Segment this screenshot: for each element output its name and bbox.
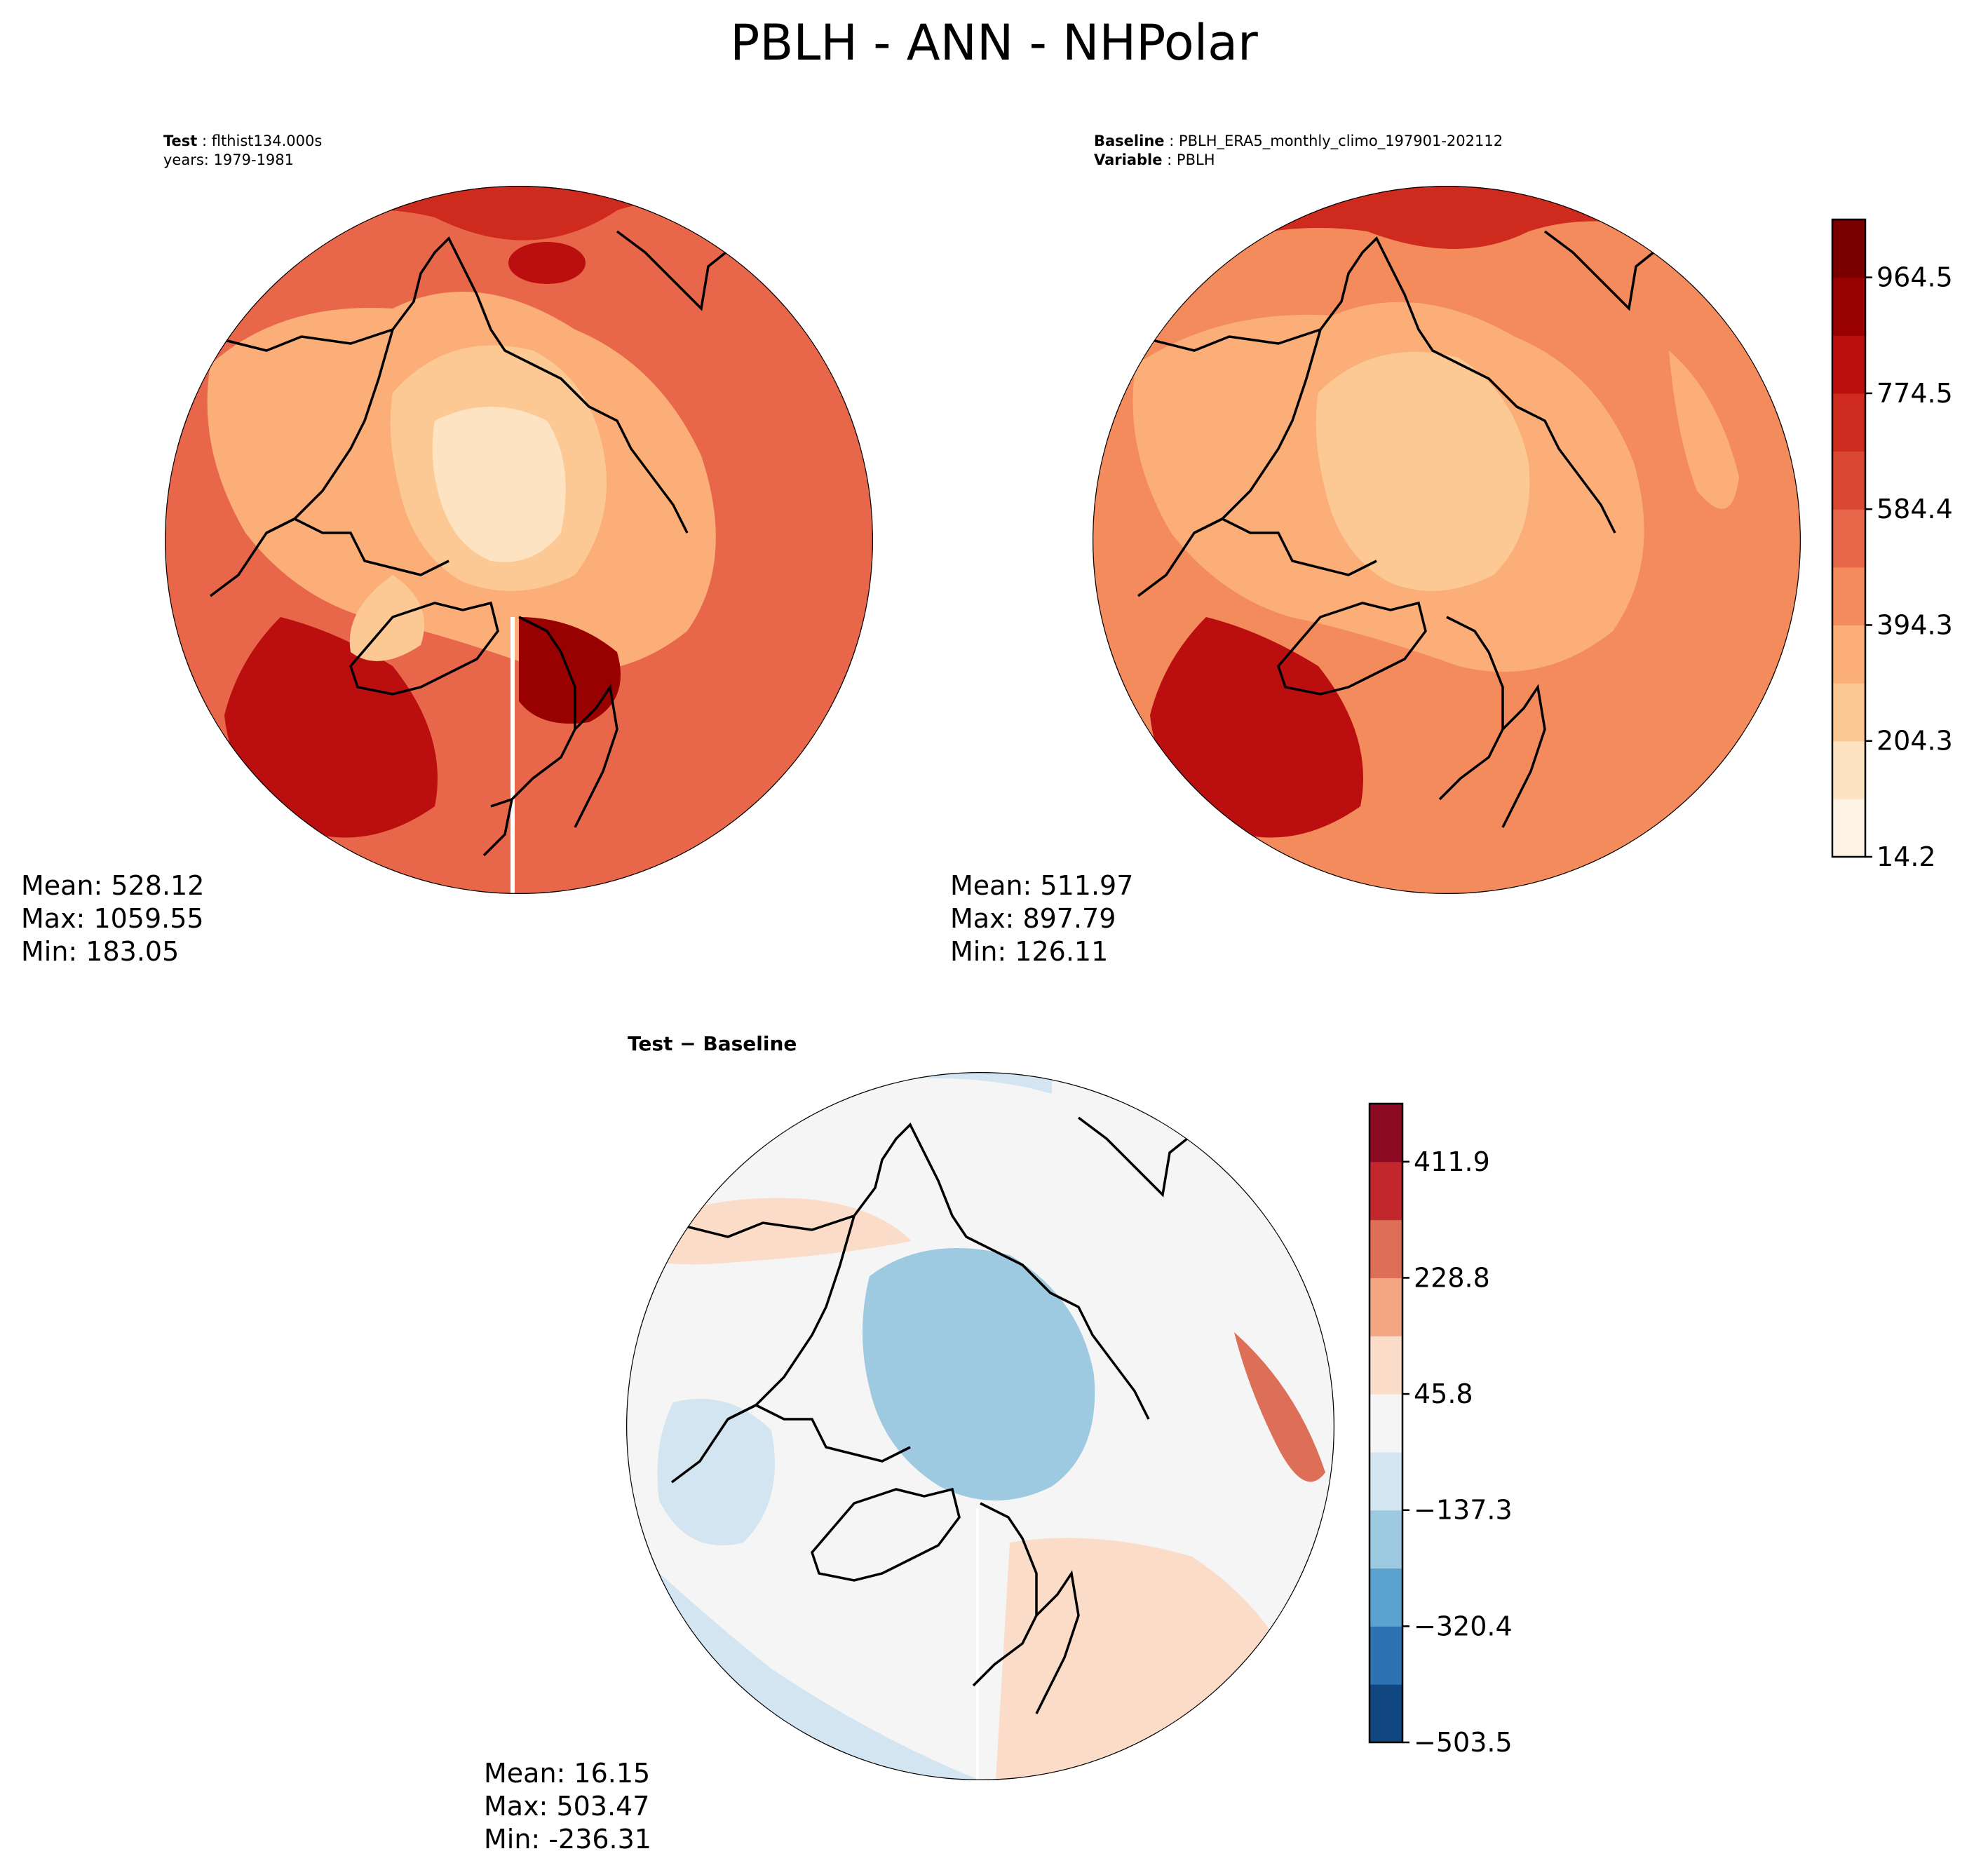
test-field-pacific bbox=[165, 186, 873, 316]
baseline-case-name: PBLH_ERA5_monthly_climo_197901-202112 bbox=[1178, 133, 1503, 149]
figure-title: PBLH - ANN - NHPolar bbox=[730, 14, 1258, 72]
diff-mean: Mean: 16.15 bbox=[484, 1758, 651, 1789]
diff-colorbar-level bbox=[1370, 1104, 1402, 1163]
top-colorbar-level bbox=[1832, 451, 1865, 510]
diff-colorbar-level bbox=[1370, 1394, 1402, 1453]
diff-colorbar-frame bbox=[1368, 1102, 1404, 1744]
test-field-arctic-core bbox=[432, 407, 566, 562]
diff-colorbar-tick-label: −320.4 bbox=[1414, 1611, 1513, 1641]
top-colorbar-tick-label: 204.3 bbox=[1877, 726, 1953, 757]
baseline-max: Max: 897.79 bbox=[950, 903, 1116, 934]
colorbar-diff: −503.5 −320.4 −137.3 45.8 228.8 411.9 bbox=[1368, 1102, 1513, 1758]
test-stats: Mean: 528.12 Max: 1059.55 Min: 183.05 bbox=[21, 869, 204, 968]
top-colorbar-level bbox=[1832, 799, 1865, 858]
baseline-field-tibet bbox=[1669, 351, 1739, 509]
top-colorbar-frame bbox=[1831, 218, 1867, 858]
diff-colorbar-level bbox=[1370, 1278, 1402, 1336]
test-label: Test bbox=[163, 133, 198, 149]
baseline-header: Baseline : PBLH_ERA5_monthly_climo_19790… bbox=[1094, 133, 1503, 168]
top-colorbar-tick-label: 584.4 bbox=[1877, 494, 1953, 524]
test-case-name: flthist134.000s bbox=[211, 133, 323, 149]
baseline-field-atlantic bbox=[1150, 617, 1363, 838]
diff-title: Test − Baseline bbox=[628, 1032, 797, 1055]
top-colorbar-tick-label: 964.5 bbox=[1877, 262, 1953, 293]
baseline-stats: Mean: 511.97 Max: 897.79 Min: 126.11 bbox=[950, 869, 1133, 968]
diff-colorbar-tick-label: −137.3 bbox=[1414, 1495, 1513, 1526]
diff-title-baseline: Baseline bbox=[703, 1032, 797, 1055]
diff-field-arctic-neg bbox=[863, 1248, 1095, 1500]
test-mean: Mean: 528.12 bbox=[21, 870, 205, 901]
test-field-atlantic bbox=[224, 617, 438, 838]
test-seam bbox=[510, 617, 515, 894]
test-field-norwegian bbox=[519, 617, 621, 724]
diff-title-test: Test bbox=[628, 1032, 673, 1055]
baseline-field-pacific bbox=[1094, 186, 1801, 316]
diff-colorbar-tick-label: 45.8 bbox=[1414, 1378, 1473, 1409]
diff-title-minus: − bbox=[679, 1032, 696, 1055]
variable-label: Variable bbox=[1094, 151, 1163, 168]
top-colorbar-level bbox=[1832, 509, 1865, 568]
diff-map bbox=[626, 1072, 1334, 1780]
diff-colorbar-tick-label: −503.5 bbox=[1414, 1727, 1513, 1758]
diff-colorbar-tick-label: 411.9 bbox=[1414, 1146, 1490, 1177]
diff-colorbar-level bbox=[1370, 1626, 1402, 1685]
diff-stats: Mean: 16.15 Max: 503.47 Min: -236.31 bbox=[484, 1757, 651, 1856]
diff-colorbar-level bbox=[1370, 1161, 1402, 1221]
diff-seam bbox=[976, 1507, 979, 1780]
top-colorbar-level bbox=[1832, 567, 1865, 625]
diff-colorbar-tick-label: 228.8 bbox=[1414, 1262, 1490, 1293]
test-field-greenland bbox=[349, 575, 424, 661]
diff-min: Min: -236.31 bbox=[484, 1824, 651, 1855]
test-map bbox=[165, 186, 873, 894]
diff-colorbar-level bbox=[1370, 1510, 1402, 1569]
baseline-map bbox=[1093, 186, 1801, 894]
top-colorbar-tick-label: 14.2 bbox=[1877, 841, 1936, 872]
colorbar-top: 14.2 204.3 394.3 584.4 774.5 964.5 bbox=[1831, 218, 1953, 872]
test-header: Test : flthist134.000s years: 1979-1981 bbox=[163, 133, 323, 168]
baseline-mean: Mean: 511.97 bbox=[950, 870, 1134, 901]
diff-coastlines bbox=[670, 1116, 1206, 1714]
diff-max: Max: 503.47 bbox=[484, 1791, 650, 1822]
baseline-field-arctic bbox=[1316, 351, 1530, 591]
baseline-field-atlantic-max bbox=[1164, 806, 1211, 867]
test-coastlines bbox=[209, 230, 745, 857]
diff-colorbar-level bbox=[1370, 1336, 1402, 1395]
test-field-pacific-max bbox=[508, 242, 586, 284]
top-colorbar-level bbox=[1832, 740, 1865, 799]
top-colorbar-tick-label: 774.5 bbox=[1877, 378, 1953, 409]
test-years: years: 1979-1981 bbox=[163, 151, 295, 168]
top-colorbar-level bbox=[1832, 625, 1865, 684]
top-colorbar-level bbox=[1832, 219, 1865, 278]
top-colorbar-level bbox=[1832, 277, 1865, 336]
baseline-label: Baseline bbox=[1094, 133, 1165, 149]
top-colorbar-level bbox=[1832, 683, 1865, 742]
diff-colorbar-level bbox=[1370, 1219, 1402, 1278]
diff-colorbar-level bbox=[1370, 1451, 1402, 1511]
top-colorbar-level bbox=[1832, 335, 1865, 394]
diff-field-siberia-pos bbox=[626, 1198, 912, 1265]
baseline-min: Min: 126.11 bbox=[950, 936, 1109, 967]
test-min: Min: 183.05 bbox=[21, 936, 180, 967]
top-colorbar-level bbox=[1832, 393, 1865, 452]
top-colorbar-tick-label: 394.3 bbox=[1877, 609, 1953, 640]
diff-colorbar-level bbox=[1370, 1568, 1402, 1627]
diff-field-tibet-pos bbox=[1234, 1332, 1325, 1482]
diff-field-canada-neg bbox=[657, 1399, 775, 1545]
variable-name: PBLH bbox=[1176, 151, 1215, 168]
baseline-coastlines bbox=[1137, 230, 1672, 828]
diff-colorbar-level bbox=[1370, 1684, 1402, 1743]
test-max: Max: 1059.55 bbox=[21, 903, 204, 934]
